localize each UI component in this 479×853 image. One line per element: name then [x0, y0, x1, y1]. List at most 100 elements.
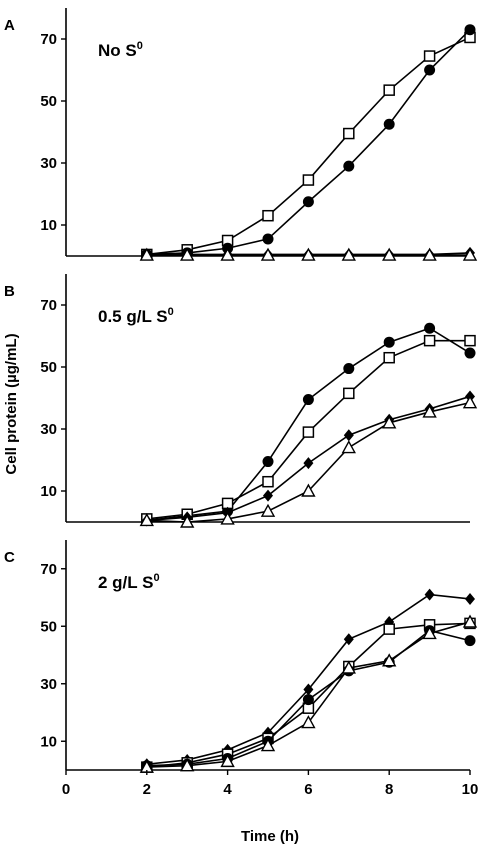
y-tick-label: 30 [40, 676, 57, 693]
data-point [422, 625, 437, 640]
series-filled-diamond [141, 588, 475, 771]
x-tick-label: 10 [462, 781, 479, 798]
x-axis-title: Time (h) [241, 828, 299, 845]
data-point [462, 247, 478, 261]
x-tick-label: 4 [223, 781, 232, 798]
series-open-square [141, 31, 476, 261]
data-point [260, 738, 276, 752]
data-point [464, 334, 476, 347]
data-point [180, 247, 195, 261]
data-point [383, 623, 395, 635]
data-point [383, 118, 395, 130]
data-point [260, 503, 276, 517]
series-filled-circle [141, 625, 476, 772]
data-point [303, 683, 314, 696]
data-point [424, 64, 436, 76]
data-point [343, 429, 354, 442]
data-point [262, 233, 274, 245]
series-open-triangle [139, 395, 478, 528]
series-line [146, 593, 471, 766]
data-point [220, 247, 235, 261]
data-point [422, 247, 437, 261]
data-point [423, 334, 436, 347]
data-point [301, 715, 316, 729]
condition-main: 2 g/L S [98, 573, 153, 592]
y-tick-label: 70 [40, 297, 57, 314]
data-point [341, 247, 356, 261]
y-tick-label: 10 [40, 733, 57, 750]
condition-superscript: 0 [168, 306, 174, 318]
data-point [302, 694, 314, 706]
data-point [462, 614, 478, 628]
data-point [464, 347, 476, 359]
data-point [382, 653, 397, 667]
data-point [422, 404, 437, 418]
y-tick-label: 50 [40, 618, 57, 635]
x-tick-label: 0 [62, 781, 70, 798]
data-point [180, 514, 195, 528]
data-point [220, 753, 235, 768]
data-point [302, 196, 314, 208]
x-tick-label: 2 [143, 781, 151, 798]
condition-label: 2 g/L S0 [98, 572, 160, 592]
data-point [302, 394, 314, 406]
data-point [424, 588, 435, 601]
data-point [262, 456, 274, 468]
data-point [343, 127, 355, 140]
x-tick-label: 8 [385, 781, 393, 798]
series-line [146, 36, 471, 256]
condition-main: 0.5 g/L S [98, 307, 168, 326]
condition-label: No S0 [98, 40, 143, 60]
condition-main: No S [98, 41, 137, 60]
y-tick-label: 10 [40, 217, 57, 234]
data-point [263, 489, 273, 502]
y-axis-title: Cell protein (µg/mL) [3, 333, 20, 474]
data-point [341, 660, 356, 674]
condition-label: 0.5 g/L S0 [98, 306, 174, 326]
data-point [341, 440, 356, 454]
data-point [464, 635, 476, 647]
data-point [382, 415, 397, 429]
data-point [462, 395, 478, 409]
y-tick-label: 50 [40, 359, 57, 376]
y-tick-label: 70 [40, 561, 57, 578]
data-point [301, 483, 316, 497]
x-axis: 0 2 4 6 8 10 [62, 770, 479, 798]
data-point [303, 457, 314, 470]
data-point [343, 363, 355, 375]
data-point [301, 247, 316, 261]
y-tick-label: 30 [40, 155, 57, 172]
data-point [343, 633, 354, 646]
data-point [262, 475, 274, 488]
panel-a: 10 30 50 70 A No S0 [4, 8, 478, 261]
y-tick-label: 30 [40, 421, 57, 438]
series-filled-diamond [141, 390, 475, 527]
data-point [262, 209, 274, 222]
data-point [220, 511, 235, 525]
data-point [302, 174, 315, 186]
data-point [383, 351, 395, 364]
condition-superscript: 0 [153, 572, 159, 584]
data-point [423, 50, 436, 62]
x-tick-label: 6 [304, 781, 312, 798]
data-point [465, 592, 475, 605]
data-point [343, 160, 355, 172]
data-point [139, 247, 154, 261]
data-point [180, 758, 195, 772]
data-point [302, 426, 315, 438]
panel-c: 10 30 50 70 C 2 g/L S0 [4, 540, 478, 773]
data-point [260, 247, 276, 261]
condition-superscript: 0 [137, 40, 143, 52]
data-point [139, 512, 154, 527]
series-open-triangle [139, 614, 478, 773]
y-tick-label: 10 [40, 483, 57, 500]
data-point [383, 84, 395, 96]
y-tick-label: 50 [40, 93, 57, 110]
data-point [382, 247, 397, 261]
panel-letter: A [4, 17, 15, 34]
panel-letter: B [4, 283, 15, 300]
data-point [383, 336, 395, 348]
data-point [424, 322, 436, 334]
